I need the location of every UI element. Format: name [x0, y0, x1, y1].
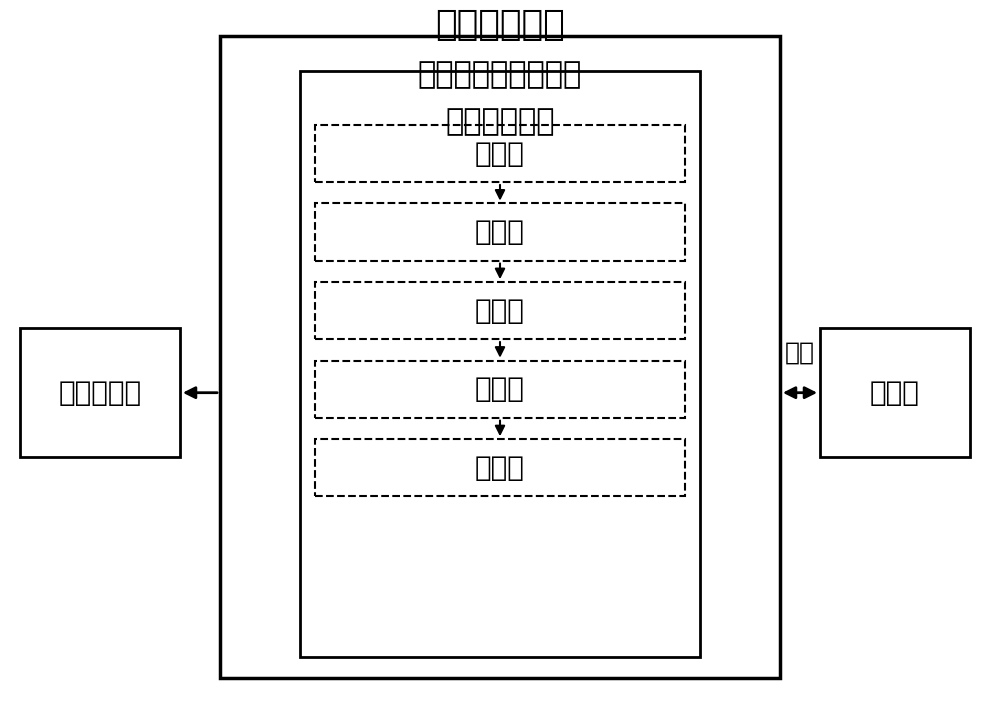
Bar	[220, 36, 780, 678]
Bar	[315, 282, 685, 339]
Text: 步骤三: 步骤三	[475, 296, 525, 325]
Text: 非线性系统: 非线性系统	[58, 378, 142, 407]
Bar	[300, 71, 700, 657]
Bar	[20, 328, 180, 457]
Text: 步骤一: 步骤一	[475, 139, 525, 168]
Text: 步骤五: 步骤五	[475, 453, 525, 482]
Text: 通讯: 通讯	[785, 340, 815, 364]
Text: 分布式服务器: 分布式服务器	[435, 8, 565, 42]
Bar	[820, 328, 970, 457]
Bar	[315, 439, 685, 496]
Text: 饱和非线性系统智能: 饱和非线性系统智能	[418, 61, 582, 89]
Text: 显示器: 显示器	[870, 378, 920, 407]
Text: 抗扰控制方法: 抗扰控制方法	[445, 107, 555, 136]
Bar	[315, 125, 685, 182]
Text: 步骤二: 步骤二	[475, 218, 525, 246]
Bar	[315, 361, 685, 418]
Bar	[315, 203, 685, 261]
Text: 步骤四: 步骤四	[475, 375, 525, 403]
